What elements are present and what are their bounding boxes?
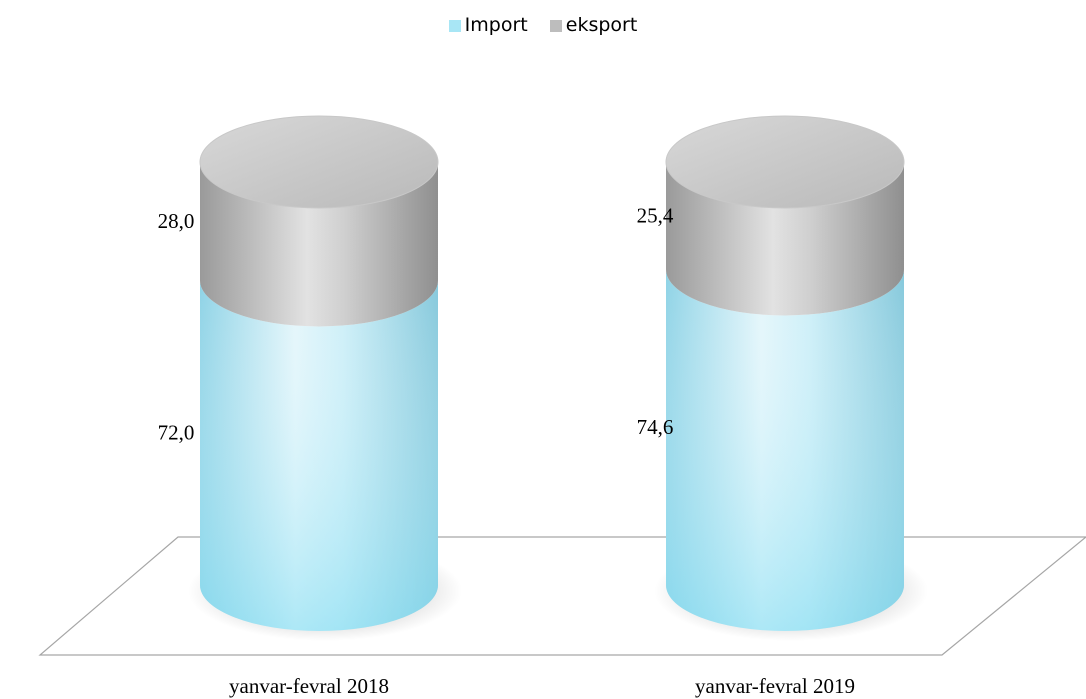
bars-group xyxy=(188,115,928,641)
data-label-eksport-1: 28,0 xyxy=(158,209,195,233)
legend-item-import: Import xyxy=(448,14,528,36)
legend-label-import: Import xyxy=(464,14,528,36)
data-label-import-1: 72,0 xyxy=(158,421,195,445)
bar-top-cap-1 xyxy=(199,115,439,209)
chart-legend: Import eksport xyxy=(0,14,1086,36)
legend-swatch-import xyxy=(448,20,461,32)
legend-swatch-eksport xyxy=(549,20,562,32)
bar-top-cap-2 xyxy=(665,115,905,209)
legend-item-eksport: eksport xyxy=(549,14,638,36)
bar-import-glow-2 xyxy=(666,269,905,631)
bar-eksport-1 xyxy=(200,162,438,327)
labels-group: 72,0 28,0 yanvar-fevral 2018 74,6 25,4 yanvar… xyxy=(158,204,855,698)
data-label-eksport-2: 25,4 xyxy=(637,204,674,228)
data-label-import-2: 74,6 xyxy=(637,415,674,439)
bar-eksport-2 xyxy=(666,162,905,316)
category-label-2: yanvar-fevral 2019 xyxy=(695,674,855,698)
bar-import-glow-1 xyxy=(200,280,438,631)
legend-label-eksport: eksport xyxy=(565,14,638,36)
category-label-1: yanvar-fevral 2018 xyxy=(229,674,389,698)
